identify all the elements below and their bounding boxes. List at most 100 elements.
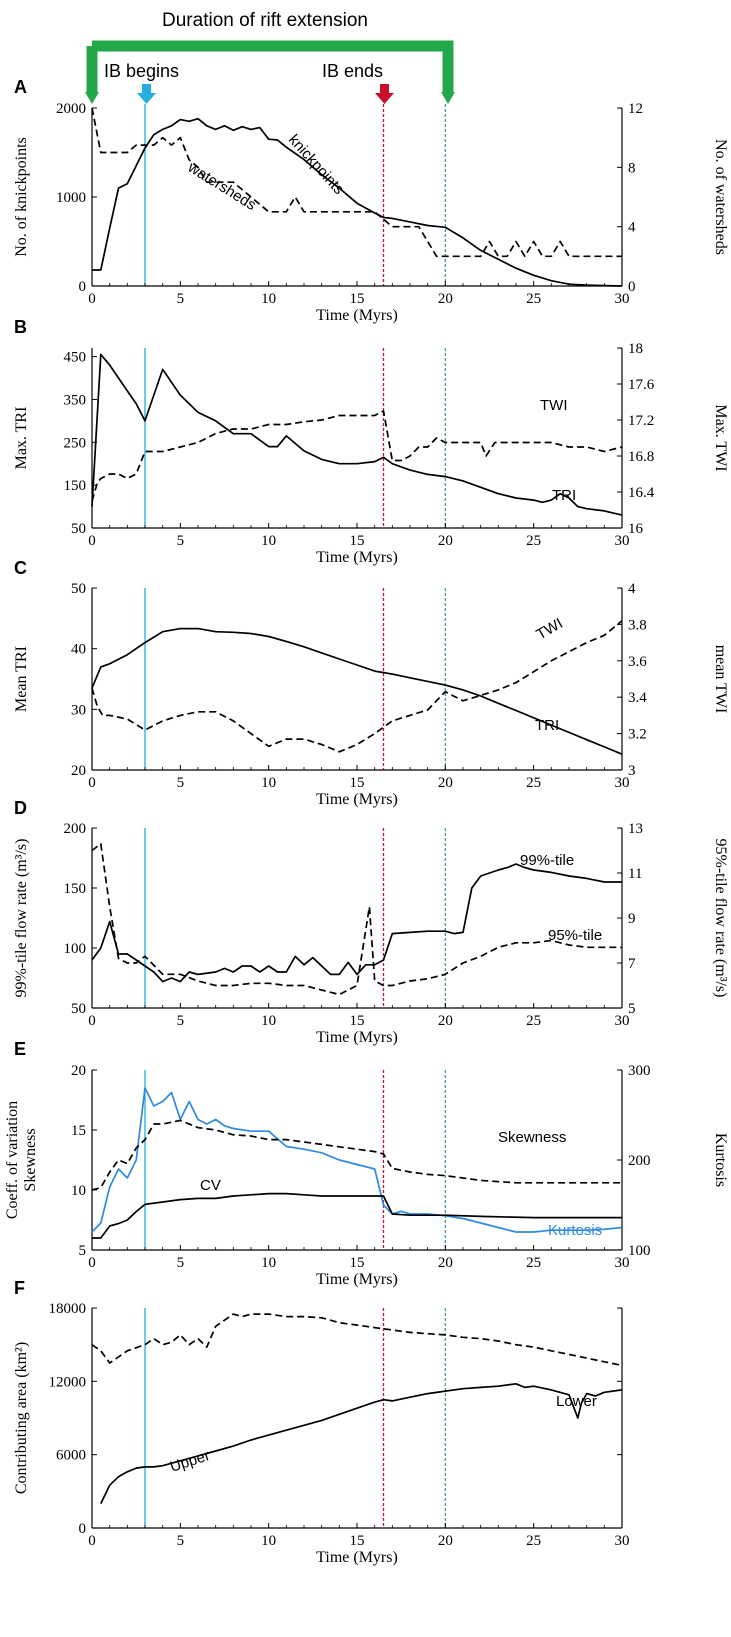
x-tick-label: 25 [526,1533,541,1549]
y-axis-label-left: Coeff. of variation [4,1101,21,1219]
y-tick-label-left: 10 [71,1183,86,1199]
panel-b: 0 5 10 15 20 25 30 Time (Myrs) 50 150 250 350 450 16 1… [13,317,729,566]
y-tick-label-right: 16.4 [628,485,655,501]
x-tick-label: 30 [615,291,630,307]
y-tick-label-left: 2000 [56,101,86,117]
y-tick-label-left: 50 [71,581,86,597]
y-tick-label-right: 100 [628,1243,651,1259]
panel-c: 0 5 10 15 20 25 30 Time (Myrs) 20 30 40 50 3 3.2 3.4 3.… [13,558,729,808]
rift-bracket [86,40,454,92]
panel-d: 0 5 10 15 20 25 30 Time (Myrs) 50 100 150 200 5 7 9 11 1… [13,798,729,1046]
x-axis-label: Time (Myrs) [316,1549,398,1566]
series-line-tri [91,353,623,516]
x-tick-label: 0 [88,775,96,791]
y-axis-label-right: 95%-tile flow rate (m³/s) [712,839,729,998]
series-annotation: Lower [556,1393,597,1410]
x-tick-label: 15 [350,775,365,791]
y-tick-label-right: 7 [628,956,636,972]
y-tick-label-left: 50 [71,1001,86,1017]
y-axis-label-right: mean TWI [712,645,729,714]
x-axis-label: Time (Myrs) [316,549,398,566]
series-annotation: 99%-tile [520,852,574,869]
series-annotation: Upper [168,1447,212,1476]
x-tick-label: 25 [526,1013,541,1029]
x-tick-label: 10 [261,1255,276,1271]
series-line-watersheds [91,107,622,258]
y-tick-label-left: 15 [71,1123,86,1139]
y-tick-label-left: 1000 [56,190,86,206]
y-tick-label-left: 20 [71,763,86,779]
y-tick-label-right: 300 [628,1063,651,1079]
panel-f: 0 5 10 15 20 25 30 Time (Myrs) 0 6000 12000 18000 Co… [13,1278,630,1566]
series-line-tri [91,627,623,755]
x-tick-label: 5 [177,291,185,307]
series-line-twi [91,410,623,502]
y-tick-label-left: 18000 [49,1301,87,1317]
x-tick-label: 30 [615,1255,630,1271]
y-tick-label-right: 3.2 [628,727,647,743]
x-tick-label: 20 [438,775,453,791]
y-tick-label-left: 20 [71,1063,86,1079]
y-tick-label-left: 150 [64,881,87,897]
panel-label: C [14,558,27,578]
series-annotation: TRI [552,487,576,504]
x-tick-label: 5 [177,775,185,791]
series-line-upper [100,1382,623,1504]
y-tick-label-left: 30 [71,702,86,718]
y-tick-label-right: 12 [628,101,643,117]
x-tick-label: 15 [350,1533,365,1549]
panel-label: E [14,1039,26,1059]
x-tick-label: 25 [526,291,541,307]
series-line-cv [92,1192,622,1239]
y-tick-label-right: 200 [628,1153,651,1169]
y-tick-label-left: 50 [71,521,86,537]
x-tick-label: 15 [350,1013,365,1029]
x-tick-label: 30 [615,1013,630,1029]
y-tick-label-left: 250 [64,435,87,451]
y-tick-label-left: 40 [71,642,86,658]
series-annotation: CV [200,1177,221,1194]
series-line-95-tile [91,842,622,996]
series-annotation: 95%-tile [548,927,602,944]
x-tick-label: 20 [438,1013,453,1029]
y-tick-label-right: 4 [628,581,636,597]
x-tick-label: 5 [177,1013,185,1029]
series-line-lower [91,1313,623,1367]
x-tick-label: 30 [615,1533,630,1549]
series-annotation: watersheds [184,158,259,214]
x-tick-label: 5 [177,1533,185,1549]
y-axis-label-left: No. of knickpoints [13,137,30,257]
x-axis-label: Time (Myrs) [316,791,398,808]
y-tick-label-right: 3.6 [628,654,647,670]
panel-a: 0 5 10 15 20 25 30 Time (Myrs) 0 1000 2000 0 4 8 12 No.… [13,77,729,324]
x-tick-label: 20 [438,533,453,549]
x-tick-label: 20 [438,1533,453,1549]
ib-begins-arrow-icon [137,84,156,104]
ib-ends-label: IB ends [322,61,383,81]
y-tick-label-left: 200 [64,821,87,837]
y-tick-label-right: 16.8 [628,449,654,465]
y-tick-label-left: 5 [79,1243,87,1259]
x-tick-label: 15 [350,533,365,549]
x-tick-label: 25 [526,533,541,549]
ib-begins-label: IB begins [104,61,179,81]
y-tick-label-right: 3.8 [628,617,647,633]
series-line-skewness [91,1119,622,1191]
y-tick-label-right: 18 [628,341,643,357]
series-line-twi [91,620,623,753]
y-tick-label-right: 3 [628,763,636,779]
y-tick-label-left: 350 [64,392,87,408]
x-tick-label: 30 [615,533,630,549]
x-tick-label: 20 [438,291,453,307]
y-tick-label-left: 0 [79,279,87,295]
panel-label: F [14,1278,25,1298]
x-tick-label: 25 [526,775,541,791]
series-annotation: TWI [534,615,566,643]
x-tick-label: 10 [261,291,276,307]
figure-title: Duration of rift extension [162,10,368,31]
y-axis-label-left: Mean TRI [13,646,30,712]
x-axis-label: Time (Myrs) [316,1029,398,1046]
x-tick-label: 0 [88,291,96,307]
y-tick-label-left: 100 [64,941,87,957]
x-tick-label: 0 [88,1013,96,1029]
